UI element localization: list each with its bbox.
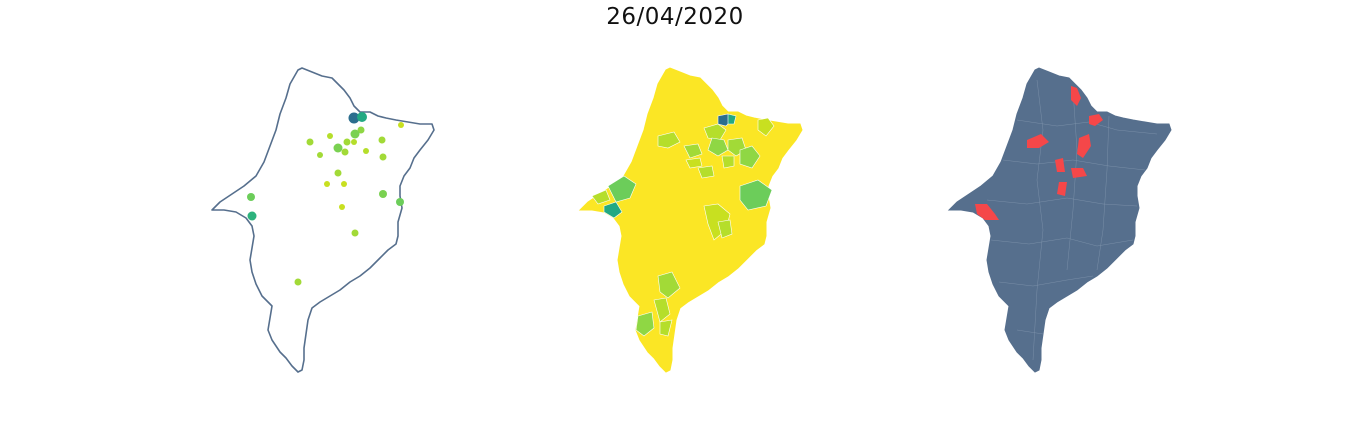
highlighted-municipalities: [975, 86, 1103, 220]
case-point: [357, 126, 365, 134]
case-point: [398, 122, 404, 128]
case-point: [294, 278, 302, 286]
case-point: [327, 133, 333, 139]
region: [739, 145, 761, 169]
highlighted-region: [1089, 114, 1103, 126]
case-point: [379, 153, 387, 161]
region: [657, 271, 681, 299]
case-point: [339, 204, 345, 210]
region: [757, 117, 775, 137]
case-point: [247, 211, 257, 221]
highlighted-region: [1077, 134, 1091, 158]
case-point: [247, 193, 255, 201]
highlighted-region: [975, 204, 999, 220]
region: [707, 137, 729, 157]
region: [607, 175, 637, 203]
highlight-state: [947, 67, 1172, 373]
case-point: [348, 112, 360, 124]
case-point: [333, 143, 343, 153]
case-point: [363, 148, 369, 154]
case-point: [351, 229, 359, 237]
case-point: [350, 129, 360, 139]
region: [659, 319, 673, 337]
case-point: [343, 138, 351, 146]
region: [657, 131, 681, 149]
region: [727, 113, 737, 125]
case-point: [334, 169, 342, 177]
region: [653, 297, 671, 323]
state-outline: [211, 67, 435, 373]
highlighted-region: [1071, 86, 1081, 106]
highlighted-region: [1027, 134, 1049, 148]
municipality-borders: [986, 79, 1158, 361]
highlighted-region: [1055, 158, 1065, 172]
region: [635, 311, 655, 337]
region: [703, 123, 727, 141]
highlighted-region: [1071, 168, 1087, 178]
region: [721, 155, 735, 169]
case-point: [396, 198, 404, 206]
case-point: [357, 112, 367, 122]
case-point: [378, 136, 386, 144]
choropleth-state: [578, 67, 803, 373]
case-point: [324, 181, 330, 187]
case-point: [379, 190, 387, 198]
choropleth-regions: [591, 113, 775, 337]
region: [685, 157, 703, 169]
region: [683, 143, 703, 159]
case-point: [341, 181, 347, 187]
case-points: [247, 112, 404, 286]
case-point: [306, 138, 314, 146]
case-point: [317, 152, 323, 158]
case-point: [351, 139, 357, 145]
map-title: 26/04/2020: [606, 4, 744, 30]
region: [717, 219, 733, 239]
region: [591, 189, 611, 205]
region: [603, 201, 623, 219]
case-point: [341, 148, 349, 156]
region: [697, 165, 715, 179]
highlighted-region: [1057, 182, 1067, 196]
region: [739, 179, 773, 211]
